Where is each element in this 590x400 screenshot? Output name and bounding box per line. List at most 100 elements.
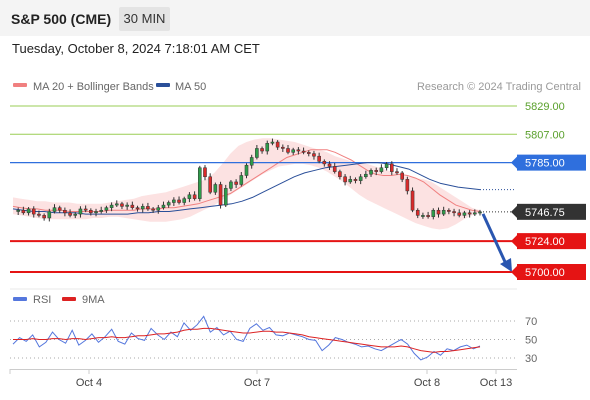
bollinger-band-fill <box>13 138 480 230</box>
rsi-legend: RSI 9MA <box>13 294 105 306</box>
timeframe-button[interactable]: 30 MIN <box>119 7 170 31</box>
chart-legend: MA 20 + Bollinger Bands MA 50 Research ©… <box>13 81 581 93</box>
candle-up <box>255 148 259 158</box>
candle-up <box>182 198 187 203</box>
candle-down <box>457 212 462 216</box>
candle-down <box>296 149 301 152</box>
candle-down <box>42 215 46 219</box>
level-label-pointer <box>511 235 517 248</box>
current-price-pointer <box>511 205 517 218</box>
candle-down <box>467 212 472 215</box>
bollinger-bands <box>12 138 481 230</box>
level-label-support: 5724.00 <box>525 236 565 248</box>
time-tick-label: Oct 8 <box>414 377 440 389</box>
candle-up <box>473 212 477 215</box>
candle-up <box>239 175 244 185</box>
candle-down <box>338 171 342 178</box>
rsi-panel: 70 50 30 <box>10 315 537 365</box>
level-label-pivot: 5785.00 <box>525 158 565 170</box>
candle-down <box>31 208 36 215</box>
candle-down <box>234 181 238 185</box>
candle-up <box>47 211 52 219</box>
price-axis-labels: 5829.00 5807.00 5785.00 5724.00 5700.00 5746.… <box>480 101 586 280</box>
candle-down <box>208 176 212 193</box>
candle-up <box>26 208 31 214</box>
time-tick-label: Oct 7 <box>244 377 270 389</box>
candle-down <box>63 209 67 214</box>
candle-down <box>332 166 337 172</box>
candle-up <box>223 188 228 206</box>
forecast-arrowhead <box>500 258 512 272</box>
candle-up <box>156 207 161 211</box>
candle-up <box>369 170 373 175</box>
candle-down <box>203 167 207 178</box>
candle-down <box>275 141 280 148</box>
candle-down <box>83 208 88 211</box>
candle-down <box>415 209 420 216</box>
candle-down <box>374 170 379 172</box>
candle-up <box>52 207 57 212</box>
current-price-label: 5746.75 <box>525 207 565 219</box>
candle-down <box>37 213 41 216</box>
candle-down <box>286 148 290 153</box>
research-credit: Research © 2024 Trading Central <box>417 81 581 93</box>
rsi-line <box>12 315 481 361</box>
legend-swatch-ma20 <box>13 83 27 87</box>
candle-down <box>436 209 441 215</box>
candle-down <box>353 179 358 181</box>
target-level-label: 5807.00 <box>525 129 565 141</box>
level-label-support: 5700.00 <box>525 267 565 279</box>
candle-up <box>229 181 233 189</box>
candle-down <box>260 148 264 152</box>
level-label-pointer <box>511 266 517 278</box>
candle-down <box>301 150 306 153</box>
candle-up <box>16 209 20 212</box>
candle-up <box>140 206 145 210</box>
candle-down <box>317 155 321 162</box>
time-axis: Oct 4 Oct 7 Oct 8 Oct 13 <box>9 369 512 389</box>
candle-down <box>192 194 197 199</box>
level-label-box <box>517 154 586 171</box>
candle-up <box>441 209 446 215</box>
candle-up <box>384 163 389 169</box>
candle-up <box>249 157 254 166</box>
rsi-tick-label: 30 <box>525 353 537 365</box>
time-tick-label: Oct 4 <box>76 377 102 389</box>
candle-down <box>57 207 62 211</box>
timestamp: Tuesday, October 8, 2024 7:18:01 AM CET <box>12 41 260 56</box>
candle-up <box>73 213 78 216</box>
candle-up <box>291 149 295 153</box>
candle-down <box>89 209 93 214</box>
legend-swatch-ma50 <box>156 83 170 87</box>
candle-down <box>120 203 124 207</box>
candle-up <box>125 204 129 207</box>
candle-down <box>426 215 430 217</box>
candle-down <box>405 179 410 192</box>
candle-up <box>172 199 176 203</box>
legend-label-ma50: MA 50 <box>175 81 206 93</box>
candle-down <box>306 152 311 154</box>
candle-down <box>322 161 327 165</box>
legend-swatch-rsi <box>13 297 27 301</box>
candle-up <box>78 208 83 215</box>
candle-up <box>358 176 363 181</box>
candle-up <box>114 203 119 206</box>
candle-up <box>198 167 202 199</box>
candle-down <box>218 184 223 206</box>
candle-up <box>161 204 166 208</box>
candle-down <box>151 208 155 211</box>
candle-up <box>421 215 425 217</box>
candle-down <box>343 176 347 183</box>
candle-down <box>410 190 415 211</box>
legend-label-rsi: RSI <box>33 294 51 306</box>
candle-down <box>130 204 135 208</box>
ma50-projection <box>439 182 481 191</box>
candle-up <box>348 179 353 183</box>
candle-up <box>166 202 171 206</box>
forecast-arrow-shaft <box>481 213 508 265</box>
candle-down <box>452 211 456 214</box>
candle-down <box>21 209 26 214</box>
level-label-box <box>517 233 586 250</box>
candle-up <box>244 164 249 176</box>
